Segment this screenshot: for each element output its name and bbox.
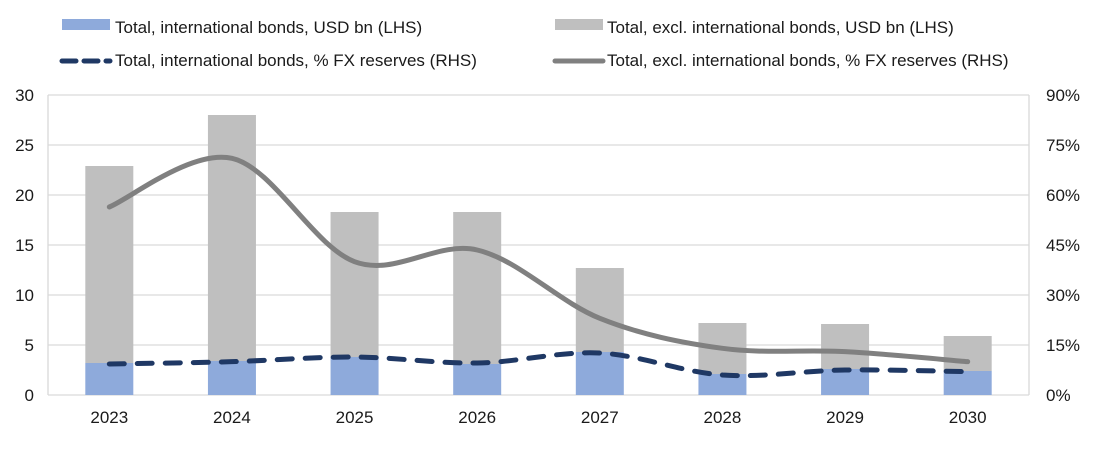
bars <box>85 115 992 395</box>
x-tick-label: 2030 <box>949 408 987 427</box>
legend-item-excl-intl-bonds-usd: Total, excl. international bonds, USD bn… <box>555 18 954 37</box>
bar-intl-bonds-2030 <box>943 371 992 395</box>
y-tick-label-left: 25 <box>15 136 34 155</box>
legend-item-intl-bonds-usd: Total, international bonds, USD bn (LHS) <box>62 18 422 37</box>
y-tick-label-right: 75% <box>1046 136 1080 155</box>
bar-excl-intl-bonds-2030 <box>943 336 992 371</box>
legend-item-excl-intl-bonds-pct: Total, excl. international bonds, % FX r… <box>552 51 1009 70</box>
legend-label-intl-bonds-pct: Total, international bonds, % FX reserve… <box>115 51 477 70</box>
x-tick-label: 2027 <box>581 408 619 427</box>
y-tick-label-left: 10 <box>15 286 34 305</box>
gridlines <box>47 94 1030 396</box>
legend-swatch-intl-bonds-usd <box>62 19 110 30</box>
y-tick-label-right: 45% <box>1046 236 1080 255</box>
legend-item-intl-bonds-pct: Total, international bonds, % FX reserve… <box>59 51 477 70</box>
bar-intl-bonds-2028 <box>698 374 747 395</box>
line-excl-intl-bonds-pct <box>106 154 971 365</box>
y-tick-label-left: 20 <box>15 186 34 205</box>
legend-label-excl-intl-bonds-usd: Total, excl. international bonds, USD bn… <box>607 18 954 37</box>
x-tick-label: 2029 <box>826 408 864 427</box>
bar-intl-bonds-2024 <box>207 361 256 395</box>
legend-swatch-excl-intl-bonds-usd <box>555 19 603 30</box>
y-axis-left: 0 5 10 15 20 25 30 <box>15 86 34 405</box>
y-tick-label-left: 15 <box>15 236 34 255</box>
bar-excl-intl-bonds-2029 <box>821 324 870 369</box>
line-intl-bonds-pct <box>106 350 971 379</box>
x-tick-label: 2026 <box>458 408 496 427</box>
bar-excl-intl-bonds-2026 <box>453 212 502 364</box>
y-tick-label-right: 60% <box>1046 186 1080 205</box>
y-tick-label-right: 0% <box>1046 386 1071 405</box>
x-tick-label: 2028 <box>704 408 742 427</box>
y-tick-label-left: 5 <box>25 336 34 355</box>
x-tick-label: 2024 <box>213 408 251 427</box>
legend-label-intl-bonds-usd: Total, international bonds, USD bn (LHS) <box>115 18 422 37</box>
lines <box>106 154 971 379</box>
legend-label-excl-intl-bonds-pct: Total, excl. international bonds, % FX r… <box>607 51 1009 70</box>
y-tick-label-left: 0 <box>25 386 34 405</box>
bar-intl-bonds-2026 <box>453 364 502 395</box>
y-axis-right: 0% 15% 30% 45% 60% 75% 90% <box>1046 86 1080 405</box>
y-tick-label-left: 30 <box>15 86 34 105</box>
x-tick-label: 2025 <box>336 408 374 427</box>
legend: Total, international bonds, USD bn (LHS)… <box>59 18 1009 70</box>
y-tick-label-right: 15% <box>1046 336 1080 355</box>
y-tick-label-right: 90% <box>1046 86 1080 105</box>
bar-intl-bonds-2027 <box>575 352 624 395</box>
x-axis: 2023 2024 2025 2026 2027 2028 2029 2030 <box>90 408 986 427</box>
bar-excl-intl-bonds-2024 <box>207 115 256 361</box>
y-tick-label-right: 30% <box>1046 286 1080 305</box>
bar-excl-intl-bonds-2025 <box>330 212 379 357</box>
bar-intl-bonds-2023 <box>85 363 134 395</box>
x-tick-label: 2023 <box>90 408 128 427</box>
bar-intl-bonds-2025 <box>330 357 379 395</box>
bar-intl-bonds-2029 <box>821 369 870 395</box>
